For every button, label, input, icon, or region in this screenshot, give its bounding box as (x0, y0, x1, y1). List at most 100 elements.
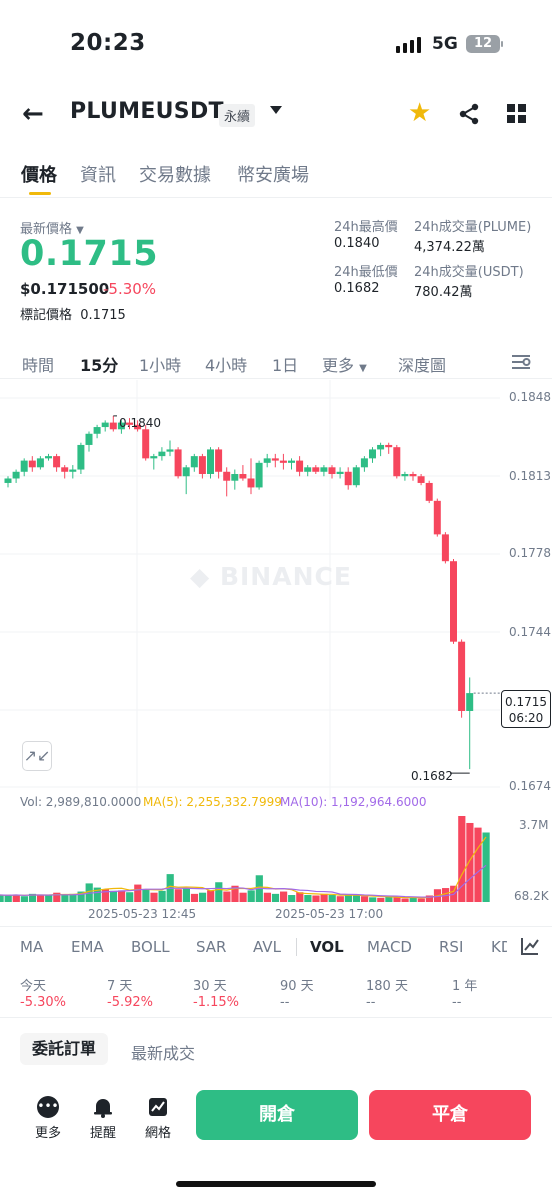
open-position-button[interactable]: 開倉 (196, 1090, 358, 1140)
indicator-avl[interactable]: AVL (253, 938, 281, 956)
candle-body (247, 478, 255, 488)
indicator-settings-icon[interactable] (520, 936, 540, 960)
indicator-sar[interactable]: SAR (196, 938, 227, 956)
candle-body (239, 474, 247, 479)
interval-time[interactable]: 時間 (22, 356, 55, 375)
vol-usdt-label: 24h成交量(USDT) (414, 265, 524, 280)
volume-bar (385, 896, 393, 902)
bell-icon (92, 1096, 114, 1118)
volume-chart (0, 816, 490, 902)
indicator-ema[interactable]: EMA (71, 938, 104, 956)
candle-body (4, 478, 12, 483)
tab-price[interactable]: 價格 (21, 165, 57, 186)
symbol-title[interactable]: PLUMEUSDT (70, 99, 224, 124)
indicator-separator (296, 938, 297, 956)
candle-body (279, 460, 287, 463)
volume-bar (0, 895, 4, 902)
vol-plume-value: 4,374.22萬 (414, 240, 485, 255)
volume-bar (28, 893, 37, 902)
indicator-kd[interactable]: KD (491, 938, 507, 956)
indicator-boll[interactable]: BOLL (131, 938, 170, 956)
x-tick: 2025-05-23 17:00 (275, 907, 384, 921)
candle-body (336, 471, 344, 475)
candle-body (441, 534, 449, 562)
interval-1h[interactable]: 1小時 (139, 356, 182, 375)
binance-watermark: ◆ BINANCE (190, 562, 352, 591)
grid-button[interactable]: 網格 (134, 1096, 182, 1141)
candle-body (466, 693, 474, 711)
interval-15m[interactable]: 15分 (80, 356, 119, 375)
alert-label: 提醒 (89, 1126, 116, 1141)
volume-bar (409, 897, 417, 902)
volume-bar (182, 888, 190, 902)
candle-body (360, 458, 368, 468)
candle-body (458, 641, 466, 711)
volume-bar (207, 890, 215, 902)
price-change: -5.30% (103, 280, 157, 298)
volume-label: Vol: 2,989,810.0000 (20, 795, 142, 809)
back-arrow-icon[interactable]: ← (22, 99, 44, 129)
candle-body (231, 474, 239, 481)
mark-price: 標記價格 0.1715 (20, 308, 126, 323)
tab-latest-trades[interactable]: 最新成交 (131, 1044, 196, 1063)
candle-body (45, 456, 52, 459)
interval-1d[interactable]: 1日 (272, 356, 299, 375)
candle-body (385, 444, 393, 448)
expand-icon[interactable]: ↗↙ (22, 741, 52, 771)
volume-bar (20, 896, 28, 902)
layout-grid-icon[interactable] (507, 104, 526, 123)
last-price: 0.1715 (20, 234, 159, 274)
low-value: 0.1682 (334, 281, 380, 296)
tab-binance-square[interactable]: 幣安廣場 (237, 165, 309, 186)
volume-bar (118, 890, 126, 902)
more-button[interactable]: ••• 更多 (24, 1096, 72, 1141)
volume-bar (215, 882, 223, 902)
close-position-button[interactable]: 平倉 (369, 1090, 531, 1140)
candle-body (53, 456, 61, 468)
candle-body (126, 422, 133, 425)
candle-body (328, 467, 336, 475)
candle-body (401, 474, 409, 477)
candle-body (409, 474, 417, 477)
volume-bar (425, 895, 433, 902)
volume-bar (458, 816, 466, 902)
y-tick: 0.1744 (509, 625, 551, 639)
alert-button[interactable]: 提醒 (79, 1096, 127, 1141)
tab-info[interactable]: 資訊 (80, 165, 116, 186)
symbol-dropdown-icon[interactable] (270, 106, 282, 114)
volume-bar (344, 895, 352, 902)
candle-body (77, 444, 85, 470)
indicator-vol[interactable]: VOL (310, 938, 344, 956)
favorite-star-icon[interactable]: ★ (408, 98, 432, 128)
candle-body (12, 471, 20, 479)
candle-body (142, 429, 150, 459)
volume-bar (288, 895, 296, 902)
indicator-ma[interactable]: MA (20, 938, 44, 956)
indicator-rsi[interactable]: RSI (439, 938, 464, 956)
candle-body (433, 500, 441, 535)
candle-body (344, 471, 352, 486)
low-marker-label: 0.1682 (411, 769, 453, 783)
depth-chart-tab[interactable]: 深度圖 (398, 356, 447, 375)
interval-4h[interactable]: 4小時 (205, 356, 248, 375)
candle-body (190, 456, 198, 468)
volume-bar (328, 895, 336, 902)
chart-settings-icon[interactable] (511, 354, 531, 374)
perf-value: -1.15% (193, 995, 239, 1010)
candle-body (20, 460, 28, 472)
interval-more[interactable]: 更多 ▼ (322, 356, 367, 375)
indicator-macd[interactable]: MACD (367, 938, 412, 956)
volume-bar (352, 895, 361, 902)
perf-value: -5.30% (20, 995, 66, 1010)
candle-body (304, 467, 312, 472)
x-tick: 2025-05-23 12:45 (88, 907, 197, 921)
tab-trading-data[interactable]: 交易數據 (139, 165, 211, 186)
active-tab-indicator (29, 192, 51, 195)
tab-open-orders[interactable]: 委託訂單 (20, 1033, 109, 1065)
divider (0, 926, 552, 927)
candlestick-chart[interactable] (0, 380, 552, 800)
last-price-label[interactable]: 最新價格 ▼ (20, 222, 84, 237)
share-icon[interactable] (458, 103, 480, 129)
home-indicator (176, 1181, 376, 1187)
